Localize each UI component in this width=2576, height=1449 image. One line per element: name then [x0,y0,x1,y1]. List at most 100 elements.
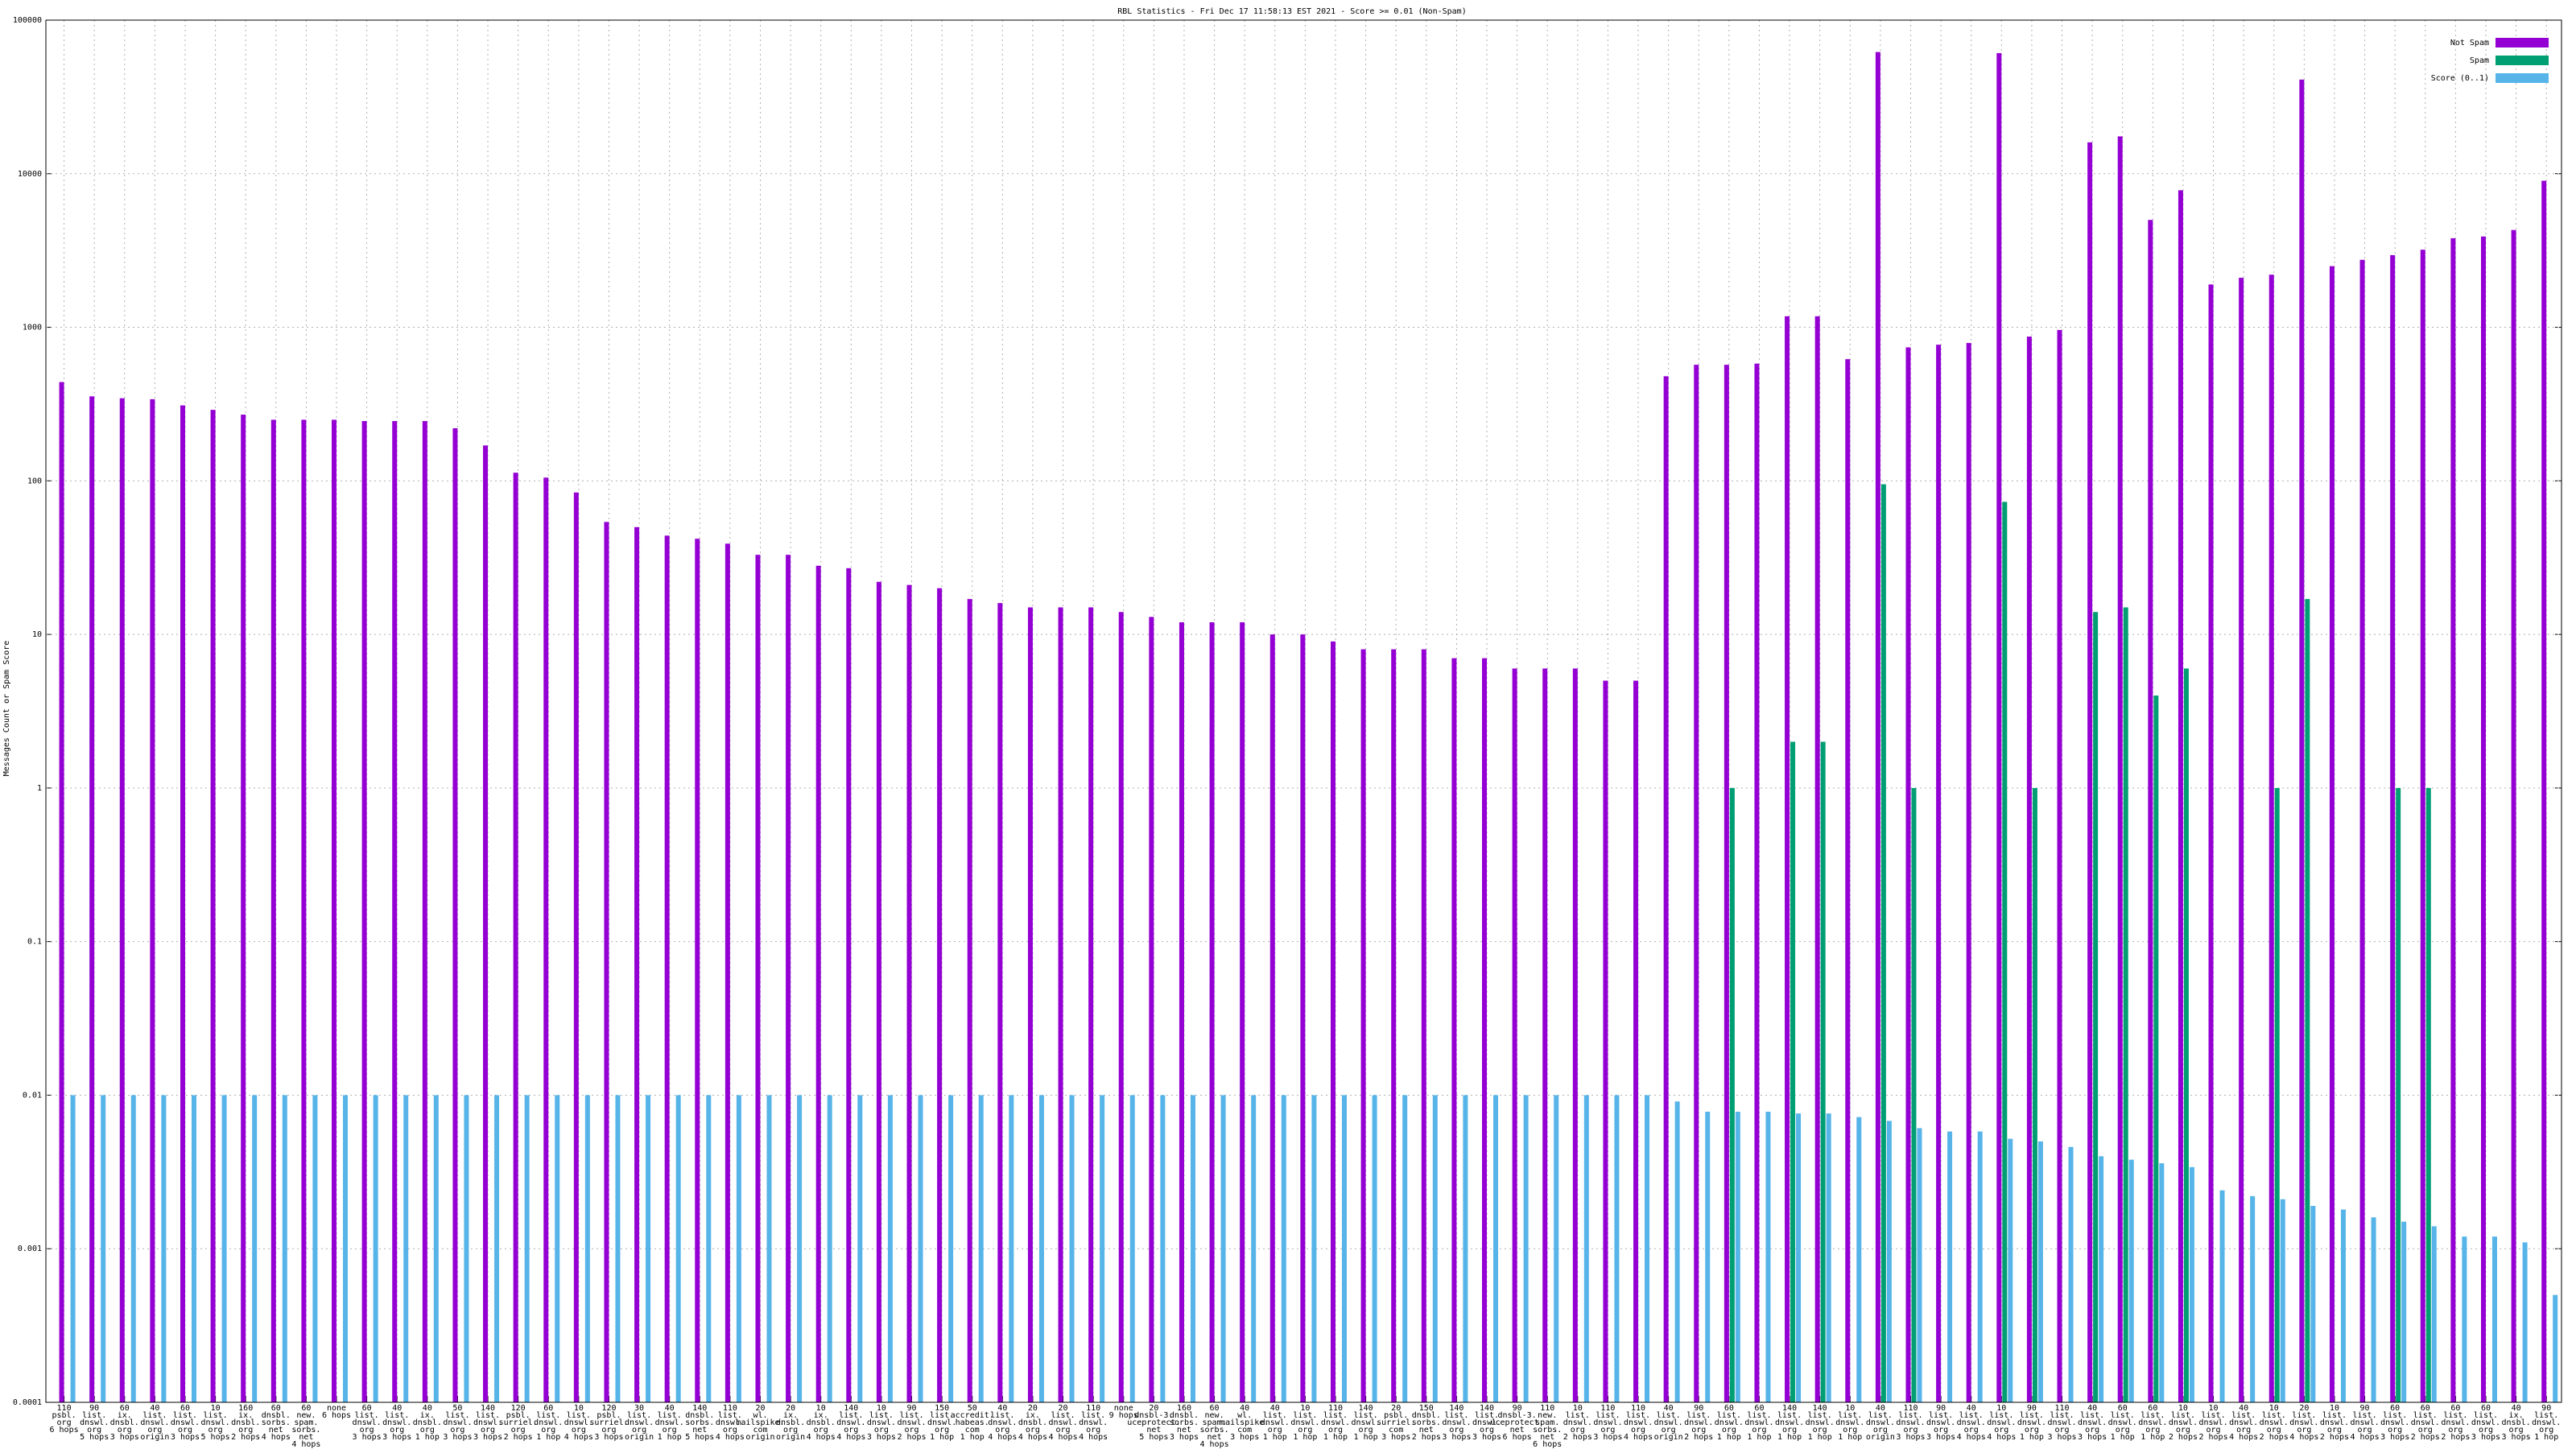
x-tick-label-line: 40 [997,1404,1007,1413]
x-tick-label-line: dnswl. [1715,1418,1744,1427]
x-tick-label-line: 4 hops [1048,1433,1077,1442]
x-tick-label-line: origin [625,1433,654,1442]
x-tick-label-line: dnsbl. [776,1418,805,1427]
x-tick-label-line: net [1510,1426,1525,1435]
x-tick-label-line: 1 hop [2111,1433,2135,1442]
x-tick-label-line: org [1964,1426,1979,1435]
x-tick-label-line: net [1419,1426,1434,1435]
bar [2274,787,2280,1402]
x-tick-label-line: ix. [118,1411,132,1420]
x-tick-label-line: net [1146,1426,1161,1435]
x-tick-label-line: 4 hops [1018,1433,1047,1442]
x-tick-label-line: org [178,1426,192,1435]
bar [1372,1095,1377,1402]
x-tick-label-line: 40 [2087,1404,2097,1413]
x-tick-label: 60 list. dnswl. org 3 hops [2380,1404,2409,1442]
bar [1880,484,1886,1402]
x-tick-label: 20 list. dnswl. org 4 hops [2289,1404,2318,1442]
x-tick-label-line: 2 hops [2260,1433,2289,1442]
bar [1856,1117,1862,1402]
x-tick-label: 40 ix. dnsbl. org 1 hop [413,1404,442,1442]
x-tick-label-line: list. [839,1411,863,1420]
y-tick-label: 0.1 [27,938,42,947]
x-tick-label: 140 list. dnswl. org 1 hop [1806,1404,1835,1442]
x-tick-label-line: list. [1868,1411,1893,1420]
bar [2087,142,2093,1403]
x-tick-label-line: org [1056,1426,1071,1435]
x-tick-label-line: 40 [1240,1404,1249,1413]
x-tick-label-line: 2 hops [897,1433,926,1442]
x-tick-label-line: list. [142,1411,167,1420]
x-tick-label-line: 60 [362,1404,372,1413]
x-tick-label: 60 list. dnswl. org 3 hops [2471,1404,2500,1442]
bar [130,1095,136,1402]
bar [2541,180,2547,1402]
x-tick-label-line: 1 hop [658,1433,682,1442]
x-tick-label: 10 list. dnswl. org 1 hop [1290,1404,1319,1442]
x-tick-label-line: net [692,1426,707,1435]
bar [2093,612,2099,1402]
x-tick-label-line: 90 [2027,1404,2037,1413]
x-tick-label-line: dnswl. [1472,1418,1501,1427]
bar [422,421,427,1402]
x-tick-label-line: list. [2201,1411,2225,1420]
x-tick-label-line: 10 [574,1404,584,1413]
x-tick-label-line: 110 [1903,1404,1918,1413]
x-tick-label: 110 list. dnswl. org 1 hop [1321,1404,1350,1442]
x-tick-label-line: dnswl. [897,1418,926,1427]
x-tick-label-line: list. [1444,1411,1468,1420]
y-tick-label: 0.0001 [13,1398,42,1407]
x-tick-label-line: list. [1657,1411,1681,1420]
y-axis-label: Messages Count or Spam Score [2,641,11,777]
x-tick-label-line: 140 [1480,1404,1494,1413]
x-tick-label-line: dnswl. [353,1418,382,1427]
x-tick-label-line: 4 hops [807,1433,836,1442]
x-tick-label-line: list. [718,1411,742,1420]
x-tick-label-line: 9 hops [1109,1411,1138,1420]
bar [1149,617,1154,1402]
x-tick-label: 90 list. dnswl. org 4 hops [2351,1404,2380,1442]
x-tick-label-line: list. [1293,1411,1317,1420]
x-tick-label-line: dnswl. [836,1418,865,1427]
x-tick-label-line: 4 hops [1624,1433,1653,1442]
bar [2420,250,2425,1402]
x-tick-label-line: list. [1263,1411,1287,1420]
x-tick-label-line: 110 [57,1404,72,1413]
x-tick-label: 50 accredit. habeas. com 1 hop [951,1404,994,1442]
x-tick-label-line: org [2509,1426,2524,1435]
x-tick-label-line: dnswl. [171,1418,200,1427]
x-tick-label-line: org [1026,1426,1040,1435]
bar [89,396,95,1402]
x-tick-label-line: org [87,1426,101,1435]
x-tick-label-line: uceprotect. [1127,1418,1180,1427]
x-tick-label-line: 4 hops [1987,1433,2016,1442]
x-tick-label: 110 psbl. org 6 hops [50,1404,79,1435]
x-tick-label: 20 wl. mailspike. com origin [736,1404,784,1442]
bar [2032,787,2037,1402]
x-tick-label-line: dnsbl. [1412,1411,1441,1420]
x-tick-label-line: 60 [1210,1404,1220,1413]
x-tick-label-line: 110 [1540,1404,1554,1413]
x-tick-label-line: 10 [211,1404,221,1413]
x-tick-label-line: 4 hops [716,1433,745,1442]
bar [1482,658,1488,1402]
bar [70,1095,76,1402]
x-tick-label-line: 3 hops [171,1433,200,1442]
x-tick-label-line: org [1359,1426,1373,1435]
x-tick-label-line: dnswl. [1593,1418,1622,1427]
x-tick-label-line: 4 hops [564,1433,593,1442]
bar [604,522,609,1402]
x-tick-label-line: 60 [2450,1404,2460,1413]
x-tick-label-line: org [2388,1426,2402,1435]
x-tick-label-line: none [1114,1404,1133,1413]
x-tick-label: 140 list. dnswl. org 3 hops [1442,1404,1471,1442]
bar [1790,741,1796,1402]
bar [887,1095,893,1402]
x-tick-label-line: 3 hops [1926,1433,1955,1442]
x-tick-label-line: ix. [783,1411,798,1420]
x-tick-label-line: dnsbl-3. [1134,1411,1173,1420]
bar [695,539,700,1402]
x-tick-label: 40 list. dnswl. org 4 hops [988,1404,1017,1442]
bar [2153,696,2159,1402]
x-tick-label-line: org [935,1426,949,1435]
